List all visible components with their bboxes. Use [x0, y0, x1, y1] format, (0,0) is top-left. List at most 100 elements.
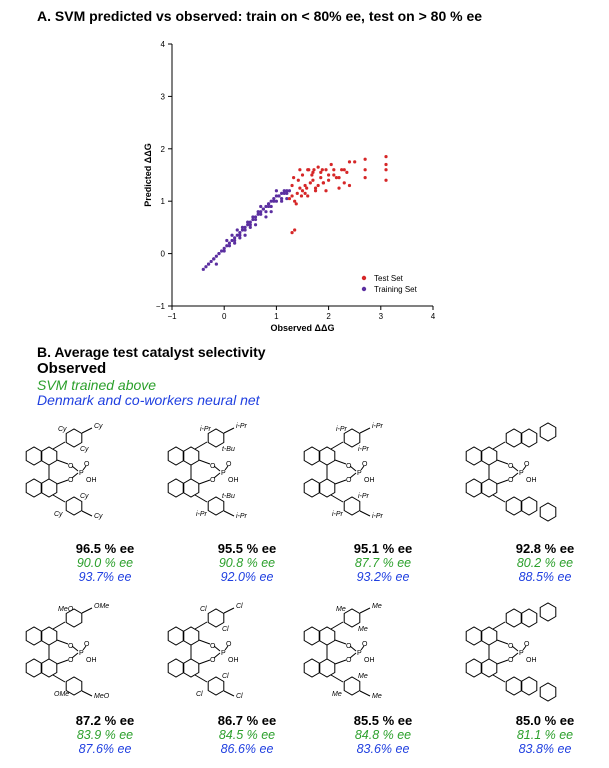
phosphorus-label: P	[221, 470, 226, 477]
substituent-label: Cy	[94, 513, 103, 520]
substituent-label: Cl	[196, 691, 203, 698]
training-point	[240, 225, 245, 229]
test-point	[293, 199, 297, 203]
training-point	[227, 241, 232, 245]
y-tick-label: 0	[161, 250, 166, 259]
bond	[492, 621, 506, 630]
training-point	[233, 236, 237, 240]
bond	[330, 674, 344, 683]
test-point	[308, 181, 312, 185]
x-axis-label: Observed ΔΔG	[271, 323, 335, 333]
test-point	[316, 183, 320, 188]
training-point	[214, 254, 218, 258]
test-point	[337, 186, 341, 190]
bond	[194, 621, 208, 630]
training-point	[206, 262, 211, 266]
bond	[81, 690, 93, 697]
bond	[334, 639, 347, 645]
training-point	[248, 223, 252, 227]
test-point	[324, 168, 328, 172]
double-bond	[522, 645, 527, 651]
naphthyl-ring	[167, 626, 185, 646]
aryl-ring	[343, 428, 361, 448]
test-point	[295, 191, 299, 195]
training-point	[217, 252, 221, 256]
training-point	[227, 244, 232, 248]
nn-predicted-ee: 83.6% ee	[356, 742, 410, 756]
substituent-label: Cl	[222, 673, 229, 680]
x-tick-label: 3	[379, 312, 384, 321]
bond	[52, 674, 66, 683]
oxygen-label: O	[210, 657, 216, 664]
substituent-label: i-Pr	[332, 511, 344, 518]
aryl-ring	[343, 496, 361, 516]
aryl-ring	[65, 676, 83, 696]
double-bond	[82, 465, 87, 471]
naphthyl-ring	[480, 478, 498, 498]
bond	[492, 674, 506, 683]
naphthyl-ring	[303, 446, 321, 466]
aryl-ring	[207, 608, 225, 628]
test-point	[300, 173, 305, 177]
legend-neural-net: Denmark and co-workers neural net	[37, 392, 260, 408]
test-point	[353, 160, 357, 164]
training-point	[240, 228, 245, 232]
training-point	[225, 238, 229, 243]
substituent-label: Me	[332, 691, 342, 698]
naphthyl-ring	[167, 658, 185, 678]
bond	[71, 645, 79, 652]
training-point	[201, 267, 205, 271]
naphthyl-ring	[303, 478, 321, 498]
oxygen-label: O	[508, 477, 514, 484]
training-point	[243, 228, 247, 232]
aryl-ring	[65, 428, 83, 448]
legend-label: Training Set	[374, 285, 418, 294]
test-point	[347, 160, 352, 164]
training-point	[243, 233, 247, 237]
double-bond	[224, 645, 229, 651]
oxygen-label: O	[84, 461, 90, 468]
naphthyl-ring	[465, 626, 483, 646]
bond	[56, 479, 69, 485]
bond	[213, 645, 221, 652]
training-point	[280, 191, 284, 195]
bond	[194, 441, 208, 450]
substituent-label: MeO	[94, 693, 110, 700]
observed-ee: 85.5 % ee	[353, 713, 413, 728]
phosphorus-label: P	[79, 470, 84, 477]
oxygen-label: O	[346, 463, 352, 470]
naphthyl-ring	[182, 478, 200, 498]
y-tick-label: 1	[161, 197, 166, 206]
nn-predicted-ee: 87.6% ee	[78, 742, 132, 756]
bond	[213, 652, 221, 659]
nn-predicted-ee: 92.0% ee	[220, 570, 274, 584]
bond	[349, 472, 357, 479]
test-point	[313, 186, 318, 190]
bond	[198, 459, 211, 465]
test-point	[342, 168, 346, 172]
substituent-label: Me	[336, 606, 346, 613]
observed-ee: 92.8 % ee	[515, 541, 575, 556]
bond	[492, 441, 506, 450]
phosphorus-label: P	[221, 650, 226, 657]
training-point	[253, 223, 258, 227]
test-point	[316, 165, 320, 169]
catalyst-3-selectivity: 95.1 % ee 87.7 % ee 93.2% ee	[318, 541, 448, 584]
oxygen-label: O	[210, 477, 216, 484]
test-point	[310, 173, 314, 177]
substituent-label: Cl	[222, 626, 229, 633]
naphthyl-ring	[167, 446, 185, 466]
bond	[359, 690, 371, 697]
naphthyl-ring	[318, 478, 336, 498]
aryl-ring	[505, 676, 523, 696]
oxygen-label: O	[226, 461, 232, 468]
test-point	[319, 176, 323, 180]
training-point	[277, 194, 281, 198]
training-point	[238, 231, 242, 235]
test-point	[298, 168, 302, 172]
training-point	[246, 223, 250, 227]
bond	[359, 607, 371, 614]
substituent-label: Cy	[80, 446, 89, 453]
